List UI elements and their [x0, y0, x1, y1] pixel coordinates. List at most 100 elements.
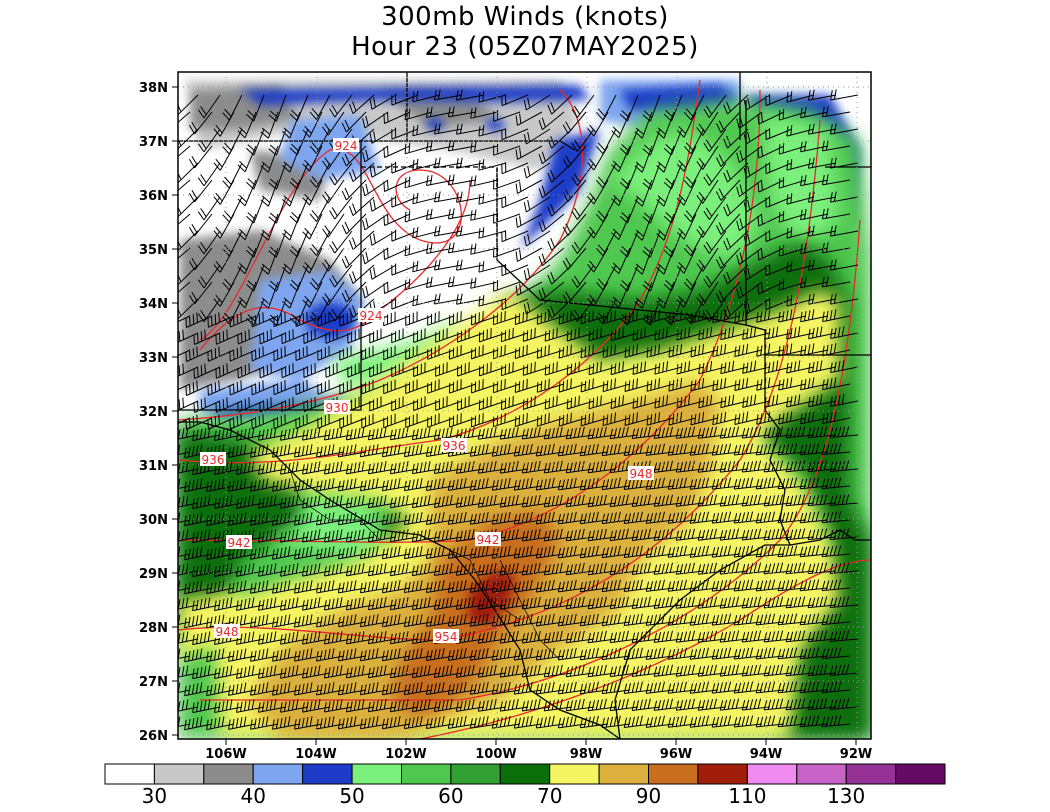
wind-barb	[653, 664, 683, 677]
wind-barb	[653, 528, 683, 541]
lon-label: 92W	[840, 747, 872, 762]
wind-barb	[763, 562, 793, 575]
wind-barb	[668, 412, 697, 426]
map-title: 300mb Winds (knots)	[381, 2, 669, 32]
wind-barb	[623, 443, 653, 456]
wind-barb	[425, 512, 455, 525]
wind-barb	[197, 94, 221, 119]
colorbar-swatch	[450, 763, 501, 785]
wind-barb	[602, 412, 631, 427]
contour-label-bg	[433, 629, 459, 643]
wind-barb	[565, 630, 595, 644]
wind-barb	[645, 681, 675, 694]
wind-barb	[491, 647, 521, 661]
wind-barb	[214, 699, 243, 713]
wind-barb	[645, 443, 675, 456]
wind-barb	[698, 394, 727, 409]
wind-barb	[521, 562, 551, 576]
wind-barb	[228, 444, 257, 458]
wind-barb	[523, 196, 551, 213]
wind-barb	[341, 145, 367, 167]
wind-barb	[733, 545, 763, 558]
wind-barb	[830, 394, 859, 407]
wind-barb	[513, 443, 543, 457]
wind-barb	[756, 377, 785, 391]
wind-barb	[656, 213, 675, 241]
wind-barb	[237, 145, 257, 173]
wind-barb	[565, 426, 595, 440]
wind-barb	[646, 412, 675, 426]
lat-label: 29N	[139, 567, 168, 582]
wind-barb	[733, 647, 763, 660]
wind-barb	[785, 698, 815, 711]
wind-barb	[403, 648, 433, 662]
wind-barb	[723, 94, 749, 115]
wind-barb	[367, 665, 397, 679]
wind-barb	[455, 494, 485, 508]
wind-barb	[543, 460, 573, 474]
wind-barb	[237, 363, 265, 379]
wind-barb	[250, 580, 279, 594]
wind-barb	[596, 196, 617, 223]
wind-barb	[656, 145, 675, 173]
lat-label: 30N	[139, 513, 168, 528]
wind-barb	[237, 213, 257, 241]
wind-barb	[601, 477, 631, 491]
wind-barb	[807, 494, 837, 507]
wind-barb	[435, 396, 463, 411]
wind-barb	[193, 397, 221, 413]
contour-label: 954	[435, 630, 458, 644]
wind-barb	[501, 128, 529, 141]
wind-barb	[477, 596, 507, 610]
wind-barb	[185, 380, 213, 396]
wind-barb	[711, 613, 741, 626]
wind-barb	[807, 630, 837, 643]
wind-barb	[251, 414, 279, 430]
wind-barb	[281, 363, 309, 379]
wind-barb	[361, 345, 389, 361]
wind-barb	[197, 196, 221, 221]
wind-barb	[676, 361, 705, 375]
wind-barb	[587, 426, 617, 440]
wind-barb	[523, 264, 551, 281]
wind-barb	[341, 179, 367, 201]
wind-barb	[345, 597, 375, 611]
wind-barb	[596, 264, 617, 291]
wind-barb	[367, 427, 397, 441]
wind-speed-shading	[178, 72, 871, 739]
wind-barb	[403, 580, 433, 594]
wind-barb	[777, 647, 807, 660]
wind-barb	[449, 345, 477, 360]
wind-barb	[799, 511, 829, 524]
wind-barb	[280, 529, 309, 543]
wind-barb	[309, 264, 331, 290]
wind-barb	[557, 579, 587, 593]
wind-barb	[289, 264, 309, 292]
wind-barb	[587, 630, 617, 644]
wind-barb	[188, 179, 213, 203]
wind-barb	[785, 426, 815, 439]
wind-barb	[755, 477, 785, 490]
wind-barb	[329, 230, 353, 254]
wind-barb	[184, 580, 213, 595]
wind-barb	[178, 247, 191, 260]
wind-barb	[538, 111, 565, 131]
wind-barb	[192, 699, 221, 714]
wind-barb	[215, 329, 243, 345]
wind-barb	[273, 380, 301, 396]
wind-barb	[829, 664, 859, 676]
wind-barb	[830, 259, 859, 271]
wind-barb	[345, 427, 375, 441]
wind-barb	[197, 162, 221, 187]
wind-barb	[755, 511, 785, 524]
wind-barb	[178, 230, 199, 252]
wind-barb	[457, 362, 485, 377]
wind-barb	[763, 698, 793, 711]
wind-barb	[799, 545, 829, 558]
wind-barb	[323, 699, 353, 713]
wind-barb	[723, 230, 749, 251]
wind-barb	[258, 427, 287, 441]
wind-barb	[236, 665, 265, 679]
wind-barb	[178, 162, 199, 184]
wind-barb	[178, 111, 191, 124]
